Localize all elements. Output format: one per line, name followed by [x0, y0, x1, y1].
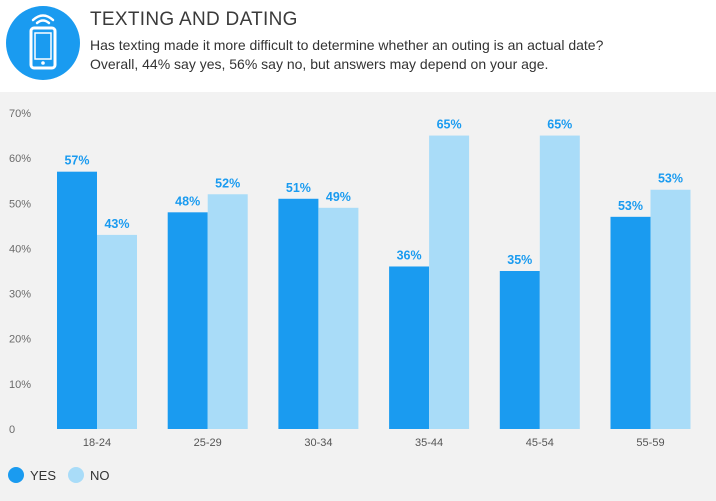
data-label-yes-45-54: 35% — [507, 253, 532, 267]
legend-no-label: NO — [90, 467, 110, 483]
data-label-no-45-54: 65% — [547, 118, 572, 132]
y-tick-label: 60% — [9, 153, 31, 165]
data-label-yes-30-34: 51% — [286, 181, 311, 195]
y-tick-label: 40% — [9, 243, 31, 255]
bar-yes-55-59 — [610, 216, 651, 429]
x-tick-label: 45-54 — [526, 437, 554, 449]
x-tick-label: 35-44 — [415, 437, 443, 449]
bar-yes-35-44 — [389, 266, 430, 429]
x-tick-label: 55-59 — [636, 437, 664, 449]
bar-no-35-44 — [429, 135, 470, 430]
y-tick-label: 0 — [9, 424, 15, 436]
legend-yes: YES — [8, 467, 56, 483]
bar-yes-25-29 — [167, 212, 208, 429]
legend-yes-label: YES — [30, 467, 57, 483]
bar-no-45-54 — [539, 135, 580, 430]
y-tick-label: 50% — [9, 198, 31, 210]
bar-no-25-29 — [207, 194, 248, 429]
y-tick-label: 30% — [9, 289, 31, 301]
legend-no-swatch — [68, 467, 84, 483]
header: TEXTING AND DATING Has texting made it m… — [0, 0, 716, 92]
smartphone-wifi-icon — [6, 6, 80, 80]
data-label-no-35-44: 65% — [437, 118, 462, 132]
x-tick-label: 25-29 — [194, 437, 222, 449]
data-label-no-25-29: 52% — [215, 176, 240, 190]
data-label-no-18-24: 43% — [104, 217, 129, 231]
data-label-no-30-34: 49% — [326, 190, 351, 204]
data-label-yes-35-44: 36% — [397, 248, 422, 262]
data-label-yes-55-59: 53% — [618, 199, 643, 213]
bar-yes-30-34 — [278, 198, 319, 429]
data-label-no-55-59: 53% — [658, 172, 683, 186]
bar-yes-45-54 — [499, 271, 540, 429]
y-tick-label: 20% — [9, 334, 31, 346]
chart-subtitle-line-2: Overall, 44% say yes, 56% say no, but an… — [90, 56, 549, 72]
chart-subtitle-line-1: Has texting made it more difficult to de… — [90, 37, 604, 53]
bar-yes-18-24 — [57, 171, 97, 429]
bar-chart: 0 10% 20% 30% 40% 50% 60% 70% 57% 43% 18-24 48% 52% 2… — [9, 108, 691, 449]
bar-no-30-34 — [318, 207, 359, 429]
chart-area: 0 10% 20% 30% 40% 50% 60% 70% 57% 43% 18-24 48% 52% 2… — [0, 92, 716, 501]
y-tick-label: 10% — [9, 379, 31, 391]
legend-yes-swatch — [8, 467, 24, 483]
data-label-yes-25-29: 48% — [175, 194, 200, 208]
chart-title: TEXTING AND DATING — [90, 9, 298, 30]
legend-no: NO — [68, 467, 110, 483]
x-tick-label: 18-24 — [83, 437, 111, 449]
y-tick-label: 70% — [9, 108, 31, 120]
x-tick-label: 30-34 — [304, 437, 332, 449]
bar-no-55-59 — [650, 189, 691, 429]
data-label-yes-18-24: 57% — [64, 154, 89, 168]
bar-no-18-24 — [97, 234, 137, 429]
